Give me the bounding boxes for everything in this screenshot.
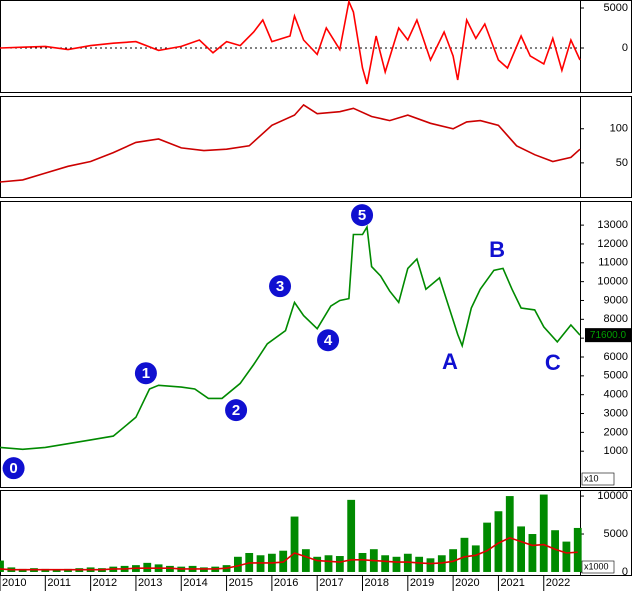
volume-bar: [539, 494, 548, 572]
y-tick-label: 5000: [604, 370, 628, 382]
volume-bar: [233, 556, 242, 572]
y-tick-label: 50: [616, 157, 628, 169]
volume-bar: [335, 556, 344, 572]
x-tick-label: 2022: [546, 577, 570, 589]
y-tick-label: 4000: [604, 389, 628, 401]
volume-bar: [358, 552, 367, 572]
y-tick-label: 13000: [597, 219, 628, 231]
wave-marker: [317, 329, 340, 352]
y-tick-label: 9000: [604, 294, 628, 306]
volume-bar: [301, 549, 310, 572]
volume-bar: [460, 537, 469, 572]
y-tick-label: 5000: [604, 2, 628, 14]
y-tick-label: 5000: [604, 528, 628, 540]
last-price-label: 71600.0: [590, 330, 627, 341]
x-tick-label: 2020: [455, 577, 479, 589]
wave-label: B: [489, 237, 505, 262]
wave-marker: [351, 204, 374, 227]
unit-label: x1000: [584, 561, 609, 571]
x-tick-label: 2019: [410, 577, 434, 589]
volume-bar: [573, 527, 582, 572]
x-tick-label: 2011: [47, 577, 71, 589]
volume-bar: [528, 534, 537, 572]
volume-bar: [0, 560, 4, 572]
wave-label: 2: [232, 402, 240, 419]
y-tick-label: 12000: [597, 238, 628, 250]
wave-label: 0: [9, 460, 17, 477]
last-price-box: [585, 328, 631, 343]
volume-bar: [483, 522, 492, 572]
volume-bar: [324, 555, 333, 572]
series-line: [0, 536, 578, 571]
wave-label: C: [545, 350, 561, 375]
volume-bar: [313, 556, 322, 572]
wave-marker: [2, 457, 25, 480]
y-tick-label: 6000: [604, 351, 628, 363]
y-tick-label: 11000: [598, 257, 628, 269]
wave-marker: [269, 275, 292, 298]
y-tick-label: 0: [622, 566, 628, 578]
volume-bar: [392, 556, 401, 572]
x-tick-label: 2014: [183, 577, 207, 589]
x-tick-label: 2018: [365, 577, 389, 589]
y-tick-label: 0: [622, 42, 628, 54]
series-line: [0, 224, 581, 451]
y-tick-label: 3000: [604, 407, 628, 419]
x-tick-label: 2015: [229, 577, 253, 589]
volume-bar: [426, 558, 435, 572]
y-tick-label: 1000: [604, 445, 628, 457]
volume-bar: [551, 530, 559, 572]
series-line: [0, 103, 581, 183]
x-tick-label: 2021: [500, 577, 524, 589]
wave-label: 1: [142, 365, 150, 382]
unit-label: x10: [584, 473, 599, 483]
y-tick-label: 10000: [597, 276, 628, 288]
volume-bar: [290, 516, 299, 572]
wave-marker: [225, 399, 248, 422]
volume-bar: [347, 499, 356, 572]
volume-bar: [494, 511, 503, 572]
volume-bar: [381, 555, 390, 572]
x-tick-label: 2017: [319, 577, 343, 589]
x-tick-label: 2016: [274, 577, 298, 589]
wave-label: 3: [276, 278, 284, 295]
y-tick-label: 2000: [604, 426, 628, 438]
volume-bar: [562, 541, 571, 572]
wave-label: A: [442, 349, 458, 374]
x-tick-label: 2012: [93, 577, 117, 589]
y-tick-label: 100: [610, 123, 628, 135]
volume-bar: [415, 556, 424, 572]
unit-box: [581, 560, 615, 574]
volume-bar: [505, 496, 514, 572]
volume-bar: [52, 569, 61, 572]
wave-label: 5: [358, 207, 366, 224]
y-tick-label: 10000: [597, 490, 628, 502]
volume-bar: [517, 526, 525, 572]
wave-marker: [134, 362, 157, 385]
y-tick-label: 8000: [604, 313, 628, 325]
series-line: [0, 0, 581, 85]
volume-bar: [471, 545, 480, 572]
wave-label: 4: [324, 332, 333, 349]
x-tick-label: 2013: [138, 577, 162, 589]
x-tick-label: 2010: [2, 577, 26, 589]
unit-box: [581, 472, 615, 486]
